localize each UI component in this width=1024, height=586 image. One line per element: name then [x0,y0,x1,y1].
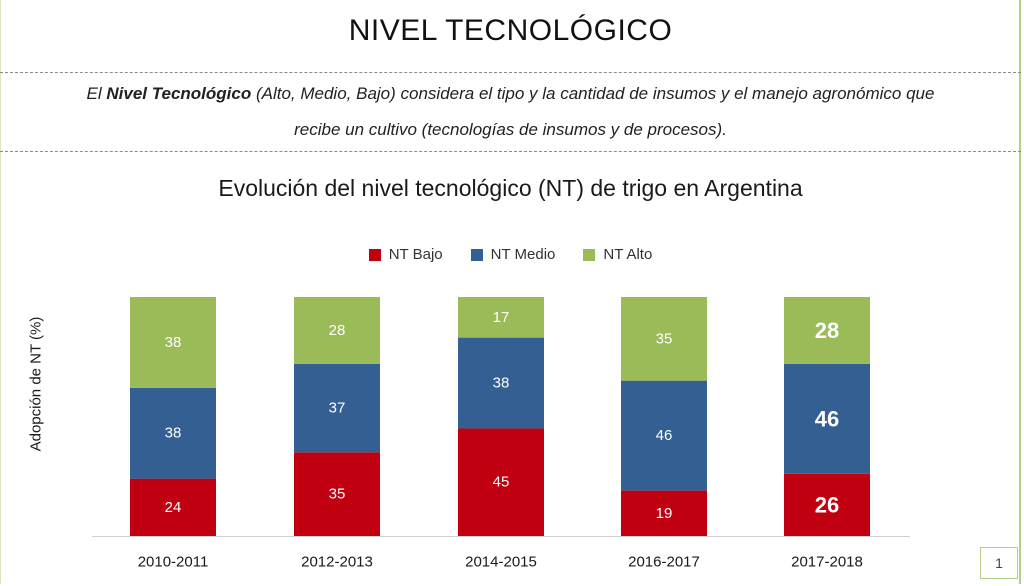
data-label-alto-2012-2013: 28 [329,322,346,339]
data-label-alto-2014-2015: 17 [493,309,510,326]
data-label-bajo-2012-2013: 35 [329,486,346,503]
legend-swatch-bajo [368,248,381,261]
data-label-bajo-2017-2018: 26 [815,492,839,517]
x-tick-label-2014-2015: 2014-2015 [465,554,537,571]
bar-segment-alto-2016-2017 [621,297,707,381]
bar-segment-bajo-2016-2017 [621,490,707,536]
bar-segment-bajo-2017-2018 [784,473,870,536]
bar-segment-medio-2014-2015 [458,337,544,429]
bar-segment-alto-2014-2015 [458,297,544,338]
bar-segment-alto-2010-2011 [130,297,216,388]
x-tick-label-2012-2013: 2012-2013 [301,554,373,571]
x-tick-label-2017-2018: 2017-2018 [791,554,863,571]
bar-segment-medio-2012-2013 [294,363,380,453]
legend-item-bajo: NT Bajo [368,246,443,263]
data-label-medio-2017-2018: 46 [815,406,839,431]
bar-segment-bajo-2012-2013 [294,452,380,536]
data-label-bajo-2010-2011: 24 [165,499,182,516]
description-prefix: El [86,84,107,103]
data-label-medio-2012-2013: 37 [329,400,346,417]
data-label-alto-2017-2018: 28 [815,318,839,343]
bar-segment-medio-2017-2018 [784,363,870,474]
legend-label-bajo: NT Bajo [388,246,443,263]
legend-label-medio: NT Medio [490,246,556,263]
description-bold-term: Nivel Tecnológico [106,84,252,103]
data-label-medio-2014-2015: 38 [493,375,510,392]
bar-segment-alto-2017-2018 [784,297,870,364]
legend-swatch-medio [470,248,483,261]
chart-title: Evolución del nivel tecnológico (NT) de … [218,175,803,201]
x-tick-label-2010-2011: 2010-2011 [138,554,209,571]
description-box: El Nivel Tecnológico (Alto, Medio, Bajo)… [0,72,1021,152]
data-label-alto-2016-2017: 35 [656,330,673,347]
data-label-medio-2010-2011: 38 [165,425,182,442]
description-line-2: recibe un cultivo (tecnologías de insumo… [294,120,727,139]
description-line-1: El Nivel Tecnológico (Alto, Medio, Bajo)… [0,76,1021,112]
page-number: 1 [980,547,1018,579]
legend-item-medio: NT Medio [470,246,556,263]
bar-segment-medio-2010-2011 [130,387,216,479]
data-label-medio-2016-2017: 46 [656,427,673,444]
bar-segment-alto-2012-2013 [294,297,380,364]
bar-segment-bajo-2014-2015 [458,428,544,536]
legend-swatch-alto [583,248,596,261]
x-tick-label-2016-2017: 2016-2017 [628,554,700,571]
chart-legend: NT Bajo NT Medio NT Alto [0,246,1021,263]
data-label-alto-2010-2011: 38 [165,334,182,351]
description-line-1-rest: (Alto, Medio, Bajo) considera el tipo y … [251,84,935,103]
page-title: NIVEL TECNOLÓGICO [348,14,673,47]
legend-label-alto: NT Alto [603,246,653,263]
data-label-bajo-2016-2017: 19 [656,505,673,522]
bar-segment-bajo-2010-2011 [130,478,216,536]
legend-item-alto: NT Alto [583,246,652,263]
data-label-bajo-2014-2015: 45 [493,474,510,491]
bar-segment-medio-2016-2017 [621,380,707,491]
